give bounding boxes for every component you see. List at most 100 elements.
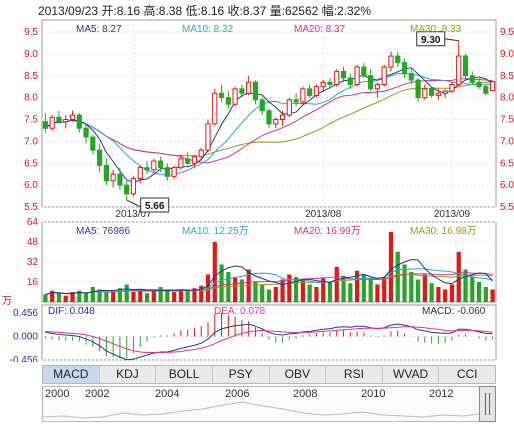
volume-bar-up	[422, 274, 427, 302]
volume-bar-down	[463, 269, 468, 302]
timeline-year: 2008	[293, 388, 318, 400]
candle-body-up	[374, 84, 381, 90]
volume-bar-up	[334, 267, 339, 302]
volume-bar-down	[77, 290, 82, 302]
candle-body-up	[273, 119, 279, 125]
tab-psy[interactable]: PSY	[213, 366, 270, 383]
volume-bar-down	[219, 264, 224, 302]
candle-body-up	[198, 149, 204, 158]
candle-body-down	[266, 110, 272, 125]
volume-bar-down	[361, 274, 366, 302]
candle-body-down	[476, 81, 482, 88]
candle-body-up	[435, 92, 442, 96]
tab-wvad[interactable]: WVAD	[383, 366, 440, 383]
candle-body-up	[334, 70, 340, 85]
volume-bar-up	[273, 287, 278, 302]
tab-rsi[interactable]: RSI	[326, 366, 383, 383]
tab-obv[interactable]: OBV	[270, 366, 327, 383]
volume-panel-frame	[41, 221, 497, 303]
volume-ma-legend-label: MA10: 12.25万	[182, 226, 249, 237]
candle-body-down	[469, 75, 475, 83]
candle-body-up	[63, 119, 69, 123]
volume-bar-down	[415, 279, 421, 302]
candle-body-down	[483, 86, 489, 94]
candle-body-up	[286, 99, 292, 116]
candle-body-up	[69, 114, 76, 120]
candle-body-up	[137, 167, 143, 180]
dif-legend-label: DIF: 0.048	[48, 306, 95, 317]
price-axis-right-label: 7.0	[500, 136, 514, 147]
volume-ma-legend-label: MA5: 76986	[76, 226, 130, 237]
candle-body-up	[171, 167, 177, 177]
volume-bar-up	[300, 280, 305, 302]
candle-body-up	[205, 123, 211, 151]
price-axis-left-label: 9.0	[24, 49, 38, 60]
candle-body-down	[90, 136, 96, 151]
volume-bar-up	[388, 232, 394, 302]
timeline-navigator[interactable]: 2000 2002 2004 2006 2008 2010 2012	[42, 386, 496, 422]
quote-date: 2013/09/23	[38, 4, 99, 18]
price-axis-left-label: 8.0	[24, 93, 38, 104]
tab-kdj[interactable]: KDJ	[100, 366, 157, 383]
volume-bar-up	[199, 285, 204, 302]
volume-bar-up	[192, 288, 197, 302]
volume-ma10-line	[45, 268, 493, 295]
candle-body-up	[422, 88, 428, 99]
volume-bar-down	[294, 277, 299, 302]
price-ma-legend-label: MA20: 8.37	[294, 24, 346, 35]
volume-bar-up	[280, 279, 285, 302]
volume-bar-down	[307, 284, 312, 302]
volume-bar-up	[138, 290, 143, 302]
tab-boll[interactable]: BOLL	[156, 366, 213, 383]
candle-body-down	[462, 55, 469, 77]
candle-body-down	[76, 114, 82, 129]
tab-cci[interactable]: CCI	[456, 367, 478, 381]
price-axis-right-label: 7.5	[500, 115, 514, 126]
candle-body-down	[103, 164, 109, 182]
price-axis-left-label: 7.0	[24, 136, 38, 147]
candle-body-up	[191, 156, 198, 164]
candle-body-down	[218, 92, 225, 99]
stock-chart[interactable]: 9.5 9.5 9.0 9.0 8.5 8.5 8.0 8.0 7.5 7.5 7.0 7.0 6.5 6…	[0, 0, 514, 362]
price-axis-right-label: 8.0	[500, 93, 514, 104]
price-axis-right-label: 9.5	[500, 27, 514, 38]
price-axis-left-label: 8.5	[24, 71, 38, 82]
timeline-year: 2004	[155, 388, 180, 400]
volume-bar-down	[104, 292, 109, 302]
volume-bar-up	[63, 295, 68, 302]
volume-bar-down	[483, 287, 488, 302]
timeline-year: 2002	[85, 388, 110, 400]
volume-bar-down	[429, 283, 434, 302]
price-axis-right-label: 6.5	[500, 158, 514, 169]
high-marker-label: 9.30	[421, 35, 441, 46]
volume-bar-up	[131, 292, 136, 302]
candle-body-down	[415, 79, 421, 99]
low-marker-label: 5.66	[145, 201, 165, 212]
volume-bar-up	[382, 277, 387, 302]
timeline-year: 2012	[429, 388, 454, 400]
candle-body-up	[110, 173, 116, 182]
volume-bar-up	[246, 269, 251, 302]
timeline-drag-handle[interactable]	[479, 386, 496, 422]
dif-line	[45, 323, 493, 361]
volume-bar-up	[212, 242, 217, 302]
price-ma-legend-label: MA5: 8.27	[76, 24, 122, 35]
candle-body-down	[225, 97, 231, 105]
volume-bar-down	[348, 283, 353, 302]
volume-bar-up	[50, 290, 55, 302]
volume-bar-down	[368, 279, 373, 302]
tab-macd[interactable]: MACD	[43, 366, 100, 383]
candle-body-down	[157, 160, 164, 169]
volume-bar-down	[260, 284, 265, 302]
close-value: 8.37	[242, 4, 267, 18]
price-axis-date-label: 2013/09	[434, 209, 471, 220]
candle-body-up	[381, 66, 387, 85]
candle-body-up	[212, 92, 218, 125]
candle-body-up	[279, 114, 286, 120]
candle-body-down	[239, 88, 245, 94]
volume-bar-up	[456, 252, 461, 302]
volume-ma-legend-label: MA20: 16.99万	[294, 226, 361, 237]
macd-axis-label: 0.456	[13, 308, 38, 319]
price-axis-left-label: 6.5	[24, 158, 38, 169]
macd-axis-label: 0.000	[13, 332, 38, 343]
